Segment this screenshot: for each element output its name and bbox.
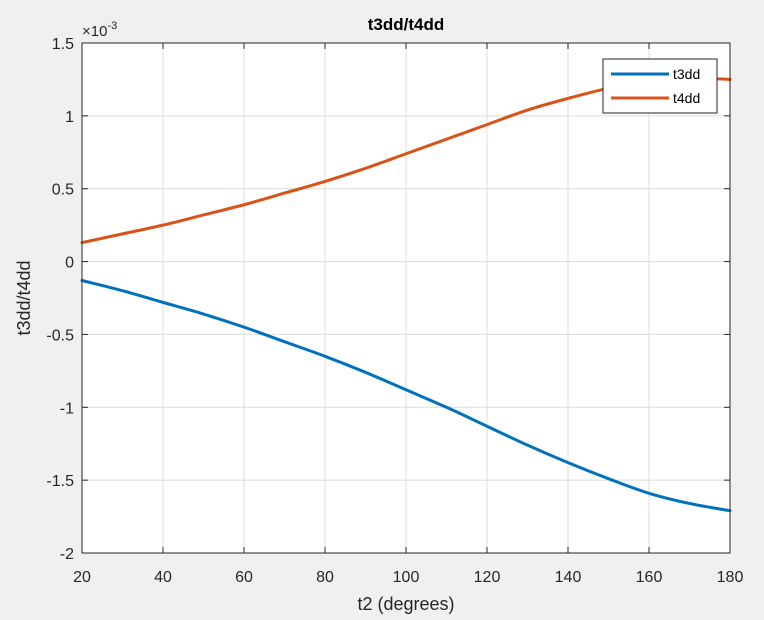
legend-label-t3dd: t3dd [673,66,700,82]
y-tick-label: 0.5 [52,182,74,199]
y-tick-label: -1.5 [46,473,74,490]
y-tick-label: -0.5 [46,327,74,344]
x-tick-label: 20 [73,569,91,586]
chart-title: t3dd/t4dd [368,15,445,34]
x-axis-title: t2 (degrees) [357,594,454,614]
y-tick-label: 1.5 [52,36,74,53]
y-axis-title: t3dd/t4dd [14,260,34,335]
axis-ticks: 20 40 60 80 100 120 140 160 180 -2 -1.5 -1 -0.5 0 0.5 1… [46,36,743,586]
series-line-t3dd [80,279,732,513]
y-exponent-base: ×10 [82,23,107,40]
x-tick-label: 40 [154,569,172,586]
y-tick-label: -2 [60,546,74,563]
y-tick-label: -1 [60,400,74,417]
y-tick-label: 0 [65,255,74,272]
legend-box [602,58,718,114]
x-tick-label: 80 [316,569,334,586]
x-tick-label: 100 [393,569,420,586]
x-tick-label: 120 [474,569,501,586]
y-exponent-power: -3 [107,20,117,32]
legend[interactable]: t3dd t4dd [602,58,718,114]
y-tick-label: 1 [65,109,74,126]
legend-label-t4dd: t4dd [673,90,700,106]
x-tick-label: 160 [636,569,663,586]
x-tick-label: 60 [235,569,253,586]
x-tick-label: 180 [717,569,744,586]
y-exponent-label: ×10-3 [82,20,117,40]
x-tick-label: 140 [555,569,582,586]
